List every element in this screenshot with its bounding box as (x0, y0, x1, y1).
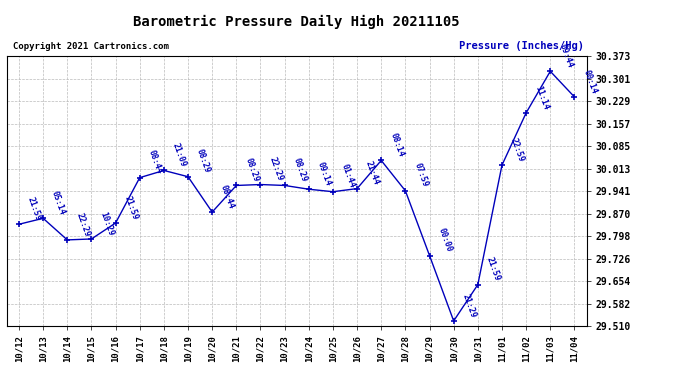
Text: 10:29: 10:29 (99, 210, 115, 237)
Text: 22:29: 22:29 (75, 211, 91, 238)
Text: 08:29: 08:29 (244, 157, 260, 183)
Text: 08:14: 08:14 (388, 132, 405, 158)
Text: 08:29: 08:29 (195, 148, 212, 174)
Text: 09:44: 09:44 (558, 42, 574, 69)
Text: 00:00: 00:00 (437, 227, 453, 254)
Text: 08:44: 08:44 (219, 183, 236, 210)
Text: 09:14: 09:14 (316, 160, 333, 187)
Text: 21:59: 21:59 (123, 194, 139, 221)
Text: 05:14: 05:14 (50, 190, 67, 216)
Text: 22:29: 22:29 (268, 156, 284, 182)
Text: 08:29: 08:29 (292, 157, 308, 183)
Text: 08:44: 08:44 (147, 149, 164, 176)
Text: 11:14: 11:14 (533, 84, 550, 111)
Text: Pressure (Inches/Hg): Pressure (Inches/Hg) (459, 41, 584, 51)
Text: 21:44: 21:44 (364, 160, 381, 186)
Text: 21:59: 21:59 (485, 256, 502, 282)
Text: 01:44: 01:44 (340, 163, 357, 189)
Text: 07:59: 07:59 (413, 162, 429, 189)
Text: 00:14: 00:14 (582, 68, 598, 95)
Text: 21:59: 21:59 (26, 195, 43, 222)
Text: 21:09: 21:09 (171, 142, 188, 168)
Text: Copyright 2021 Cartronics.com: Copyright 2021 Cartronics.com (12, 42, 168, 51)
Text: 22:59: 22:59 (509, 136, 526, 163)
Text: 21:29: 21:29 (461, 292, 477, 319)
Text: Barometric Pressure Daily High 20211105: Barometric Pressure Daily High 20211105 (133, 15, 460, 29)
